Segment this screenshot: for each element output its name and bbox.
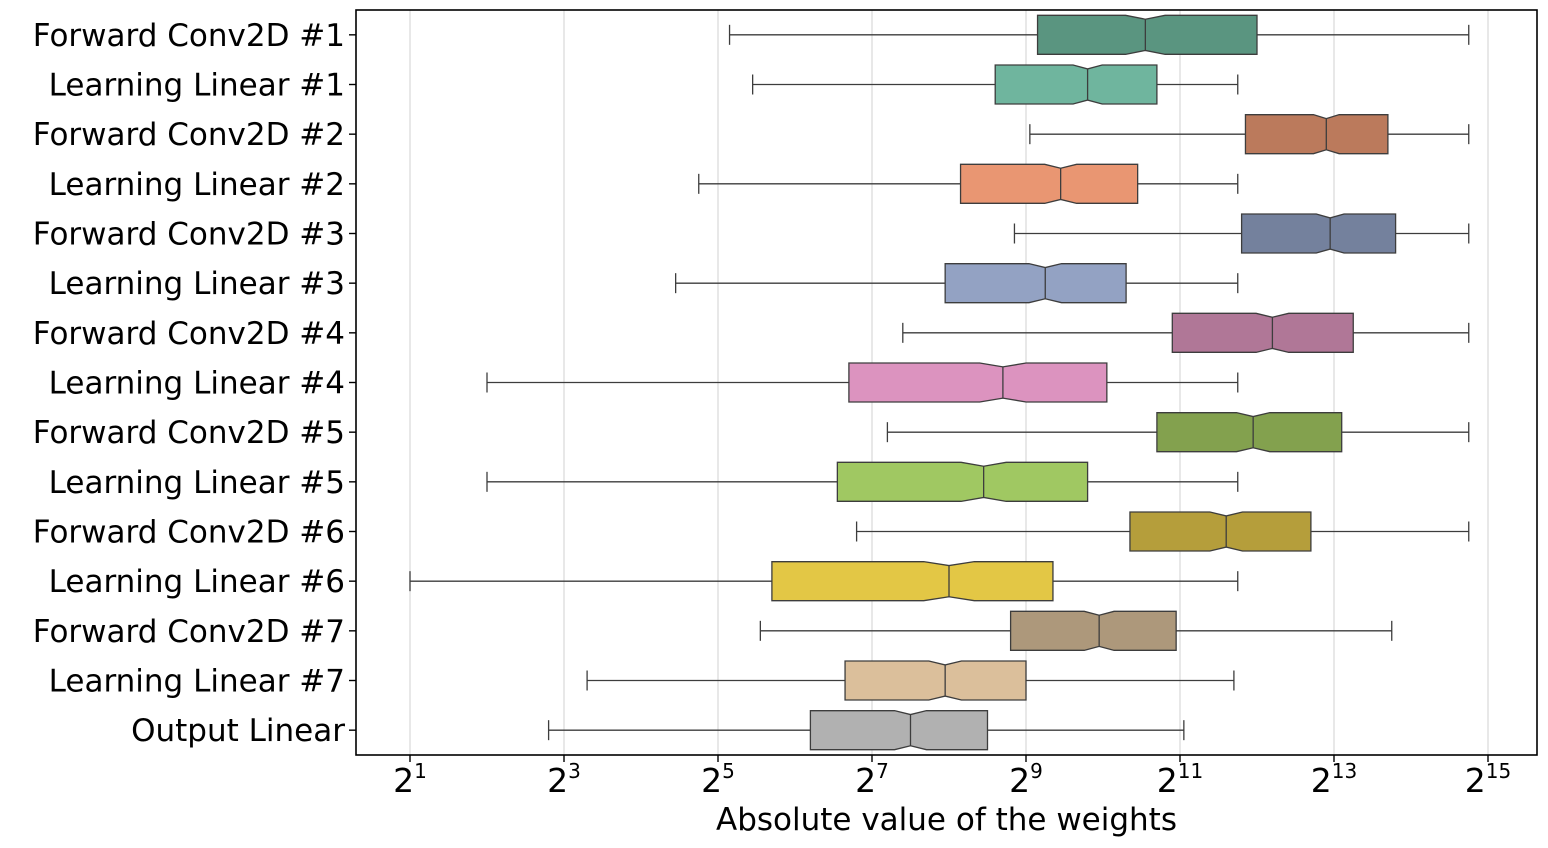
x-tick-exponent: 13 — [1332, 759, 1357, 783]
x-tick-exponent: 3 — [568, 759, 581, 783]
x-axis-label: Absolute value of the weights — [716, 802, 1177, 838]
x-tick-label: 215 — [1465, 759, 1511, 800]
box-15 — [547, 710, 1185, 751]
x-tick-label: 27 — [855, 759, 889, 800]
y-tick-label: Forward Conv2D #4 — [33, 316, 345, 352]
box-body — [836, 461, 1089, 502]
box-body — [1009, 610, 1177, 651]
y-tick-label: Forward Conv2D #6 — [33, 515, 345, 551]
y-tick-label: Learning Linear #7 — [49, 664, 345, 700]
y-tick-label: Learning Linear #5 — [49, 465, 345, 501]
box-9 — [886, 412, 1470, 453]
box-body — [1156, 412, 1343, 453]
box-body — [1036, 14, 1258, 55]
box-body — [844, 660, 1027, 701]
box-4 — [698, 163, 1239, 204]
x-tick-base: 2 — [1311, 761, 1332, 800]
box-body — [1240, 213, 1397, 254]
x-tick-base: 2 — [1465, 761, 1486, 800]
box-10 — [486, 461, 1239, 502]
y-tick-label: Learning Linear #6 — [49, 564, 345, 600]
x-tick-label: 29 — [1009, 759, 1043, 800]
x-tick-exponent: 1 — [414, 759, 427, 783]
box-14 — [586, 660, 1235, 701]
y-tick-label: Learning Linear #2 — [49, 167, 345, 203]
box-8 — [486, 362, 1239, 403]
box-5 — [1013, 213, 1470, 254]
box-body — [1244, 114, 1389, 155]
x-tick-exponent: 9 — [1030, 759, 1043, 783]
x-tick-exponent: 11 — [1178, 759, 1203, 783]
box-body — [771, 561, 1054, 602]
box-body — [959, 163, 1139, 204]
y-tick-label: Forward Conv2D #7 — [33, 614, 345, 650]
x-tick-label: 25 — [701, 759, 735, 800]
x-tick-label: 21 — [393, 759, 427, 800]
x-tick-base: 2 — [855, 761, 876, 800]
box-11 — [855, 511, 1470, 552]
x-tick-base: 2 — [547, 761, 568, 800]
x-tick-base: 2 — [701, 761, 722, 800]
x-tick-label: 23 — [547, 759, 581, 800]
y-tick-label: Forward Conv2D #2 — [33, 117, 345, 153]
x-tick-label: 211 — [1157, 759, 1203, 800]
box-body — [809, 710, 989, 751]
x-tick-labels: 21 23 25 27 29 211 213 215 — [393, 755, 1511, 800]
box-2 — [752, 64, 1239, 105]
y-tick-label: Forward Conv2D #5 — [33, 415, 345, 451]
y-tick-label: Output Linear — [131, 713, 345, 749]
y-tick-label: Forward Conv2D #3 — [33, 217, 345, 253]
boxes — [409, 14, 1470, 751]
x-tick-exponent: 5 — [722, 759, 735, 783]
y-tick-label: Forward Conv2D #1 — [33, 18, 345, 54]
box-body — [994, 64, 1158, 105]
x-tick-exponent: 7 — [876, 759, 889, 783]
box-6 — [675, 263, 1239, 304]
box-body — [944, 263, 1127, 304]
x-tick-label: 213 — [1311, 759, 1357, 800]
box-1 — [728, 14, 1470, 55]
box-13 — [759, 610, 1393, 651]
x-tick-base: 2 — [393, 761, 414, 800]
box-body — [1171, 312, 1354, 353]
box-3 — [1029, 114, 1470, 155]
box-body — [848, 362, 1108, 403]
y-tick-labels: Forward Conv2D #1 Learning Linear #1 Forwa… — [33, 18, 356, 749]
x-tick-base: 2 — [1009, 761, 1030, 800]
x-tick-base: 2 — [1157, 761, 1178, 800]
y-tick-label: Learning Linear #1 — [49, 68, 345, 104]
y-tick-label: Learning Linear #3 — [49, 266, 345, 302]
box-body — [1129, 511, 1312, 552]
y-tick-label: Learning Linear #4 — [49, 366, 345, 402]
box-12 — [409, 561, 1239, 602]
x-tick-exponent: 15 — [1486, 759, 1511, 783]
box-7 — [902, 312, 1470, 353]
